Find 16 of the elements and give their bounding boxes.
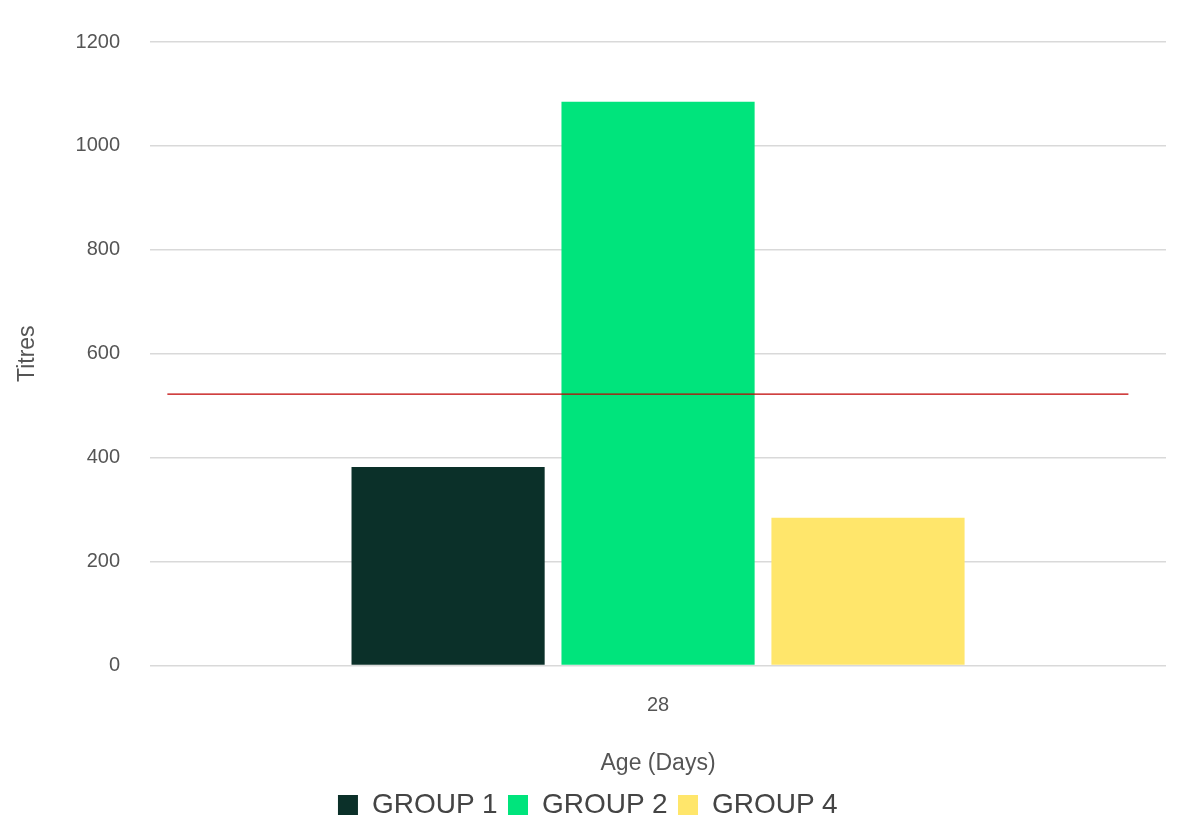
y-tick-label: 600 xyxy=(86,341,121,364)
x-axis-title: Age (Days) xyxy=(600,748,716,775)
y-tick-label: 0 xyxy=(108,652,121,675)
bar xyxy=(351,466,545,665)
legend-label: GROUP 2 xyxy=(541,787,668,819)
legend-label: GROUP 1 xyxy=(371,787,498,819)
y-tick-label: 800 xyxy=(86,237,121,260)
bar xyxy=(771,517,965,665)
legend-label: GROUP 4 xyxy=(712,787,838,819)
x-tick-label: 28 xyxy=(646,692,670,715)
bar xyxy=(561,101,755,665)
y-tick-label: 200 xyxy=(86,549,121,572)
y-tick-label: 400 xyxy=(86,445,121,468)
y-axis-title: Titres xyxy=(13,325,40,383)
y-tick-label: 1200 xyxy=(75,29,121,52)
y-tick-label: 1000 xyxy=(75,133,121,156)
